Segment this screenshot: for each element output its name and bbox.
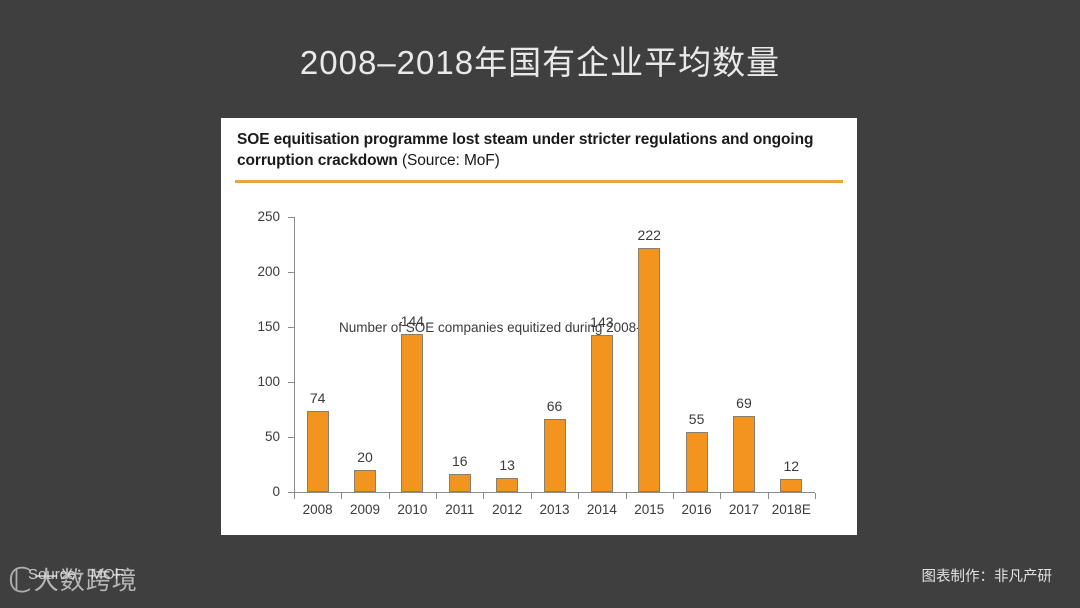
y-axis-label: 0 xyxy=(272,484,280,499)
bar-2014[interactable] xyxy=(590,334,613,492)
x-axis-label-2016: 2016 xyxy=(681,502,712,517)
bar-chart-plot: 0 50 100 150 200 250 74 2008 20 2009 144 2010 16 2011… xyxy=(221,118,857,535)
bar-value-label: 13 xyxy=(499,456,515,473)
credit-note: 图表制作：非凡产研 xyxy=(921,569,1053,585)
page-title: 2008–2018年国有企业平均数量 xyxy=(299,44,781,81)
bar-value-label: 222 xyxy=(637,226,661,243)
x-axis-tick xyxy=(767,493,769,499)
bar-2017[interactable] xyxy=(732,416,755,492)
x-axis-label-2018E: 2018E xyxy=(771,502,811,517)
y-axis-tick xyxy=(288,272,294,273)
x-axis-line xyxy=(294,492,815,494)
x-axis-tick xyxy=(625,493,627,499)
y-axis-tick xyxy=(288,382,294,383)
chart-subtitle: Number of SOE companies equitized during… xyxy=(339,320,656,335)
bar-2011[interactable] xyxy=(448,474,471,492)
bar-value-label: 74 xyxy=(309,389,326,406)
x-axis-label-2010: 2010 xyxy=(397,502,428,517)
y-axis-label: 50 xyxy=(264,429,280,444)
y-axis-tick xyxy=(288,492,294,493)
heading-divider xyxy=(235,180,843,183)
y-axis-line xyxy=(294,217,296,493)
bar-2015[interactable] xyxy=(638,247,661,492)
x-axis-tick xyxy=(578,493,580,499)
x-axis-label-2008: 2008 xyxy=(302,502,333,517)
chart-panel: SOE equitisation programme lost steam un… xyxy=(221,118,857,535)
bar-2013[interactable] xyxy=(543,419,566,492)
x-axis-tick xyxy=(672,493,674,499)
source-note: Source：MOF xyxy=(28,566,124,583)
bar-value-label: 66 xyxy=(546,398,563,415)
bar-value-label: 143 xyxy=(590,313,614,330)
chart-heading-source: (Source: MoF) xyxy=(401,152,500,169)
chart-heading: SOE equitisation programme lost steam un… xyxy=(237,129,841,171)
x-axis-tick xyxy=(483,493,485,499)
x-axis-tick xyxy=(530,493,532,499)
x-axis-tick xyxy=(341,493,343,499)
bar-2018E[interactable] xyxy=(780,478,803,492)
bar-2008[interactable] xyxy=(306,410,329,492)
bar-2012[interactable] xyxy=(496,477,519,492)
bar-2010[interactable] xyxy=(401,333,424,492)
bar-value-label: 55 xyxy=(688,410,705,427)
y-axis-label: 100 xyxy=(257,374,280,389)
bar-value-label: 20 xyxy=(357,449,373,465)
x-axis-tick xyxy=(294,493,295,499)
y-axis-label: 250 xyxy=(257,209,280,224)
x-axis-label-2013: 2013 xyxy=(539,502,570,517)
x-axis-tick xyxy=(720,493,722,499)
chart-heading-main: SOE equitisation programme lost steam un… xyxy=(237,131,814,169)
bar-2016[interactable] xyxy=(685,431,708,492)
x-axis-label-2014: 2014 xyxy=(586,502,617,517)
x-axis-tick xyxy=(436,493,438,499)
y-axis-tick xyxy=(288,437,294,438)
x-axis-label-2012: 2012 xyxy=(492,502,523,517)
x-axis-label-2017: 2017 xyxy=(728,502,759,517)
bar-value-label: 16 xyxy=(451,453,468,470)
y-axis-label: 200 xyxy=(257,264,280,279)
x-axis-label-2011: 2011 xyxy=(445,502,475,517)
x-axis-tick xyxy=(815,493,816,499)
bar-value-label: 12 xyxy=(783,457,800,474)
x-axis-label-2009: 2009 xyxy=(350,502,381,517)
y-axis-label: 150 xyxy=(257,319,280,334)
x-axis-label-2015: 2015 xyxy=(634,502,665,517)
bar-2009[interactable] xyxy=(354,470,377,492)
y-axis-tick xyxy=(288,217,294,218)
bar-value-label: 144 xyxy=(400,312,425,329)
bar-value-label: 69 xyxy=(736,395,752,412)
x-axis-tick xyxy=(388,493,390,499)
y-axis-tick xyxy=(288,327,294,328)
